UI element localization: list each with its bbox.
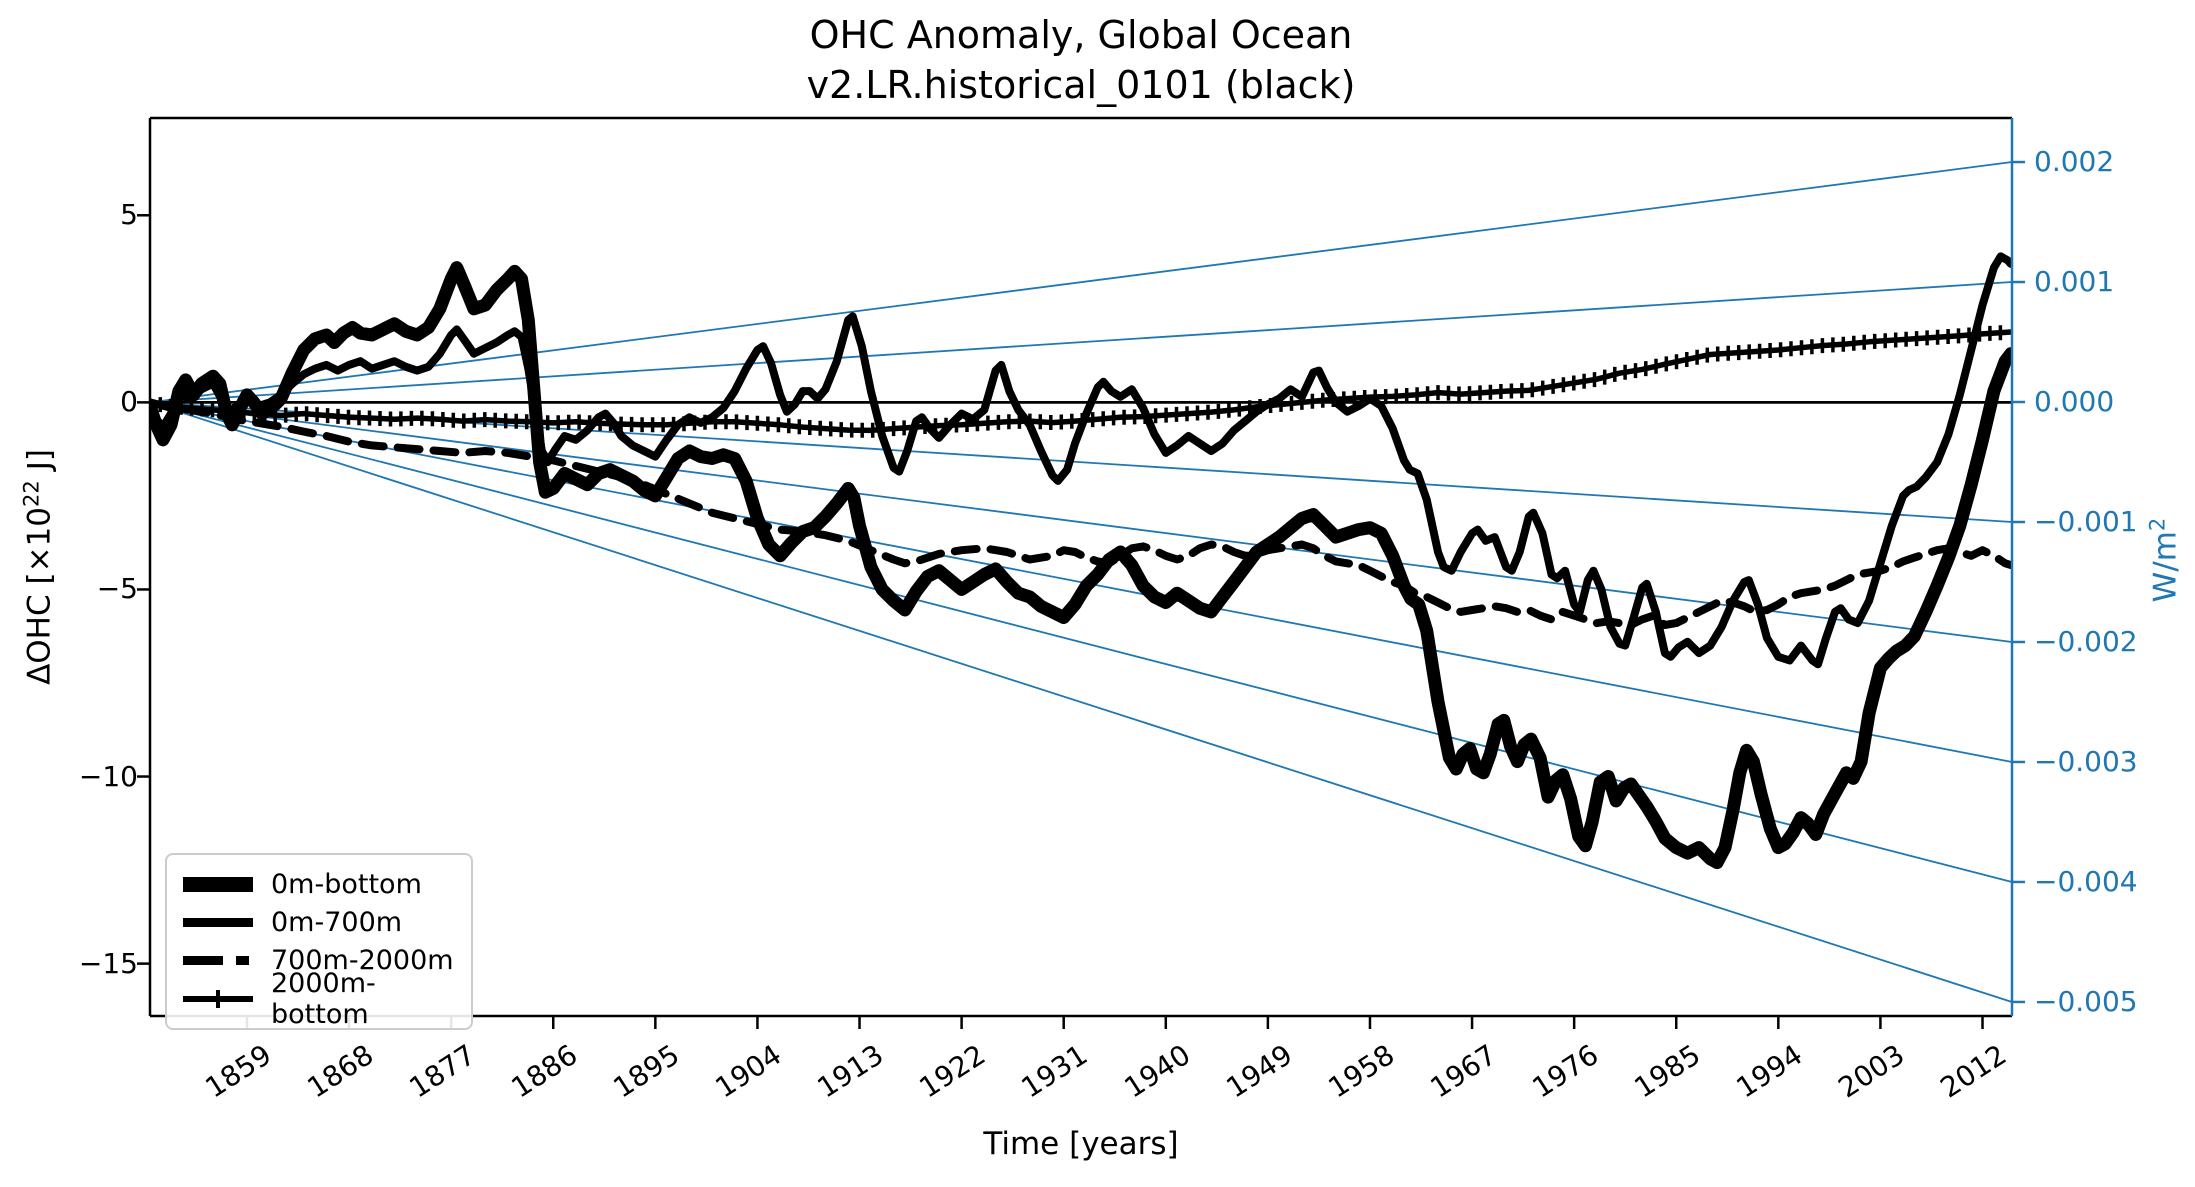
y-axis-tick-left-5: 5 — [120, 198, 138, 232]
reference-line-0.002 — [149, 161, 2013, 404]
legend-swatch-medium-icon — [183, 917, 253, 927]
y-axis-tick-left--5: −5 — [96, 572, 138, 606]
series-0m-700m — [150, 252, 2012, 669]
y-axis-tick-right--0.004: −0.004 — [2034, 864, 2138, 898]
reference-line--0.002 — [149, 401, 2013, 643]
series-0m-bottom — [150, 261, 2012, 870]
y-axis-label-right: W/m2 — [2144, 518, 2183, 603]
chart-title: OHC Anomaly, Global Ocean v2.LR.historic… — [150, 10, 2012, 110]
legend-label: 0m-700m — [271, 906, 403, 938]
y-axis-tick-right--0.001: −0.001 — [2034, 504, 2138, 538]
y-axis-tick-right-0: 0.000 — [2034, 384, 2115, 418]
y-axis-label-right-text: W/m — [2147, 531, 2184, 603]
legend-item-700m-2000m: 700m-2000m — [183, 942, 455, 980]
y-axis-tick-left--15: −15 — [78, 946, 138, 980]
legend: 0m-bottom 0m-700m 700m-2000m 2000m-bottom — [165, 853, 473, 1030]
y-axis-label-left-post: J] — [21, 449, 58, 481]
reference-line--0.004 — [149, 401, 2013, 883]
legend-item-0m-bottom: 0m-bottom — [183, 865, 455, 903]
legend-label: 700m-2000m — [271, 945, 454, 977]
legend-label: 0m-bottom — [271, 868, 422, 900]
y-axis-tick-right--0.005: −0.005 — [2034, 984, 2138, 1018]
plus-marker-icon — [216, 989, 220, 1008]
y-axis-label-left-sup: 22 — [18, 480, 44, 507]
y-axis-tick-left-0: 0 — [120, 385, 138, 419]
y-axis-tick-right--0.003: −0.003 — [2034, 744, 2138, 778]
y-axis-tick-left--10: −10 — [78, 759, 138, 793]
legend-swatch-dashed-icon — [183, 956, 253, 966]
y-axis-label-right-sup: 2 — [2144, 517, 2170, 532]
legend-item-0m-700m: 0m-700m — [183, 903, 455, 941]
reference-line-0.001 — [149, 281, 2013, 404]
y-axis-tick-right-0.002: 0.002 — [2034, 144, 2115, 178]
chart-title-line1: OHC Anomaly, Global Ocean — [809, 13, 1353, 57]
y-axis-label-left: ΔOHC [×1022 J] — [18, 449, 57, 685]
legend-swatch-thick-icon — [183, 876, 253, 892]
legend-swatch-marker-icon — [183, 989, 253, 1009]
reference-line--0.005 — [149, 401, 2013, 1003]
y-axis-tick-right--0.002: −0.002 — [2034, 624, 2138, 658]
x-axis-label: Time [years] — [983, 1126, 1179, 1162]
y-axis-tick-right-0.001: 0.001 — [2034, 264, 2115, 298]
legend-label: 2000m-bottom — [271, 967, 376, 1030]
series-2000m-bottom-markers — [158, 325, 2003, 438]
legend-item-2000m-bottom: 2000m-bottom — [183, 968, 455, 1030]
y-axis-label-left-text: ΔOHC [×10 — [21, 506, 58, 685]
chart-title-line2: v2.LR.historical_0101 (black) — [806, 63, 1356, 108]
